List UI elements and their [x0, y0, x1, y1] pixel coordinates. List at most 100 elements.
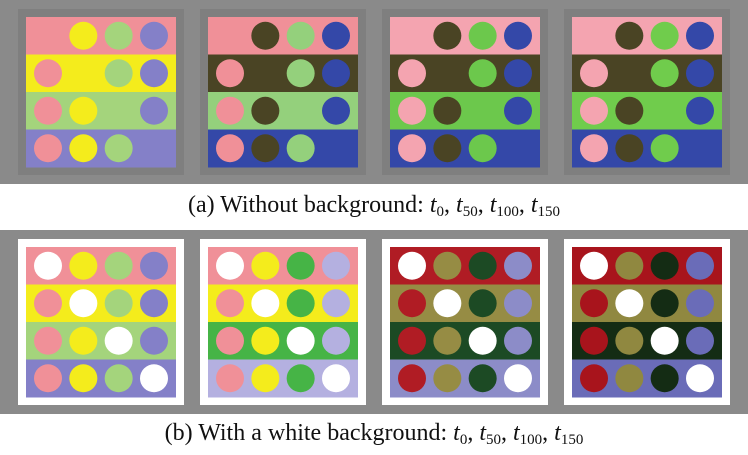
- figure-a-panel-2-circle-0-2: [504, 21, 532, 50]
- figure-a-panel-1-circle-0-2: [322, 21, 350, 50]
- figure-a-panel-0-circle-2-2: [140, 96, 168, 125]
- figure-a-panel-1-circle-0-1: [286, 21, 315, 50]
- figure-b-panel-2-circle-2-3: [504, 326, 532, 355]
- figure-b-panel-0-circle-0-3: [140, 251, 168, 280]
- figure-a-panel-0-circle-3-1: [69, 134, 98, 163]
- figure-b-panel-2-circle-3-0: [398, 364, 426, 393]
- figure-b-panel-3-circle-1-2: [650, 289, 679, 318]
- figure-b-panel-2-circle-2-2: [468, 326, 497, 355]
- figure-a-panel-1-circle-0-0: [251, 21, 280, 50]
- figure-b-panel-0-circle-0-0: [34, 251, 62, 280]
- figure-b-panel-3-circle-2-1: [615, 326, 644, 355]
- figure-b-panel-1-circle-3-2: [286, 364, 315, 393]
- figure-b-panel-0-circle-2-3: [140, 326, 168, 355]
- figure-b-panel-t0: [18, 239, 184, 405]
- figure-a-panel-2-circle-1-1: [468, 59, 497, 88]
- figure-b-panel-t150: [564, 239, 730, 405]
- figure-b-panel-1-circle-3-3: [322, 364, 350, 393]
- figure-a-panel-1-circle-2-1: [251, 96, 280, 125]
- figure-b-panel-3-circle-0-0: [580, 251, 608, 280]
- figure-b-panel-3-circle-1-1: [615, 289, 644, 318]
- figure-b-panel-0-circle-0-2: [104, 251, 133, 280]
- figure-b-panel-2-circle-1-1: [433, 289, 462, 318]
- figure-a-panel-3-circle-0-1: [650, 21, 679, 50]
- figure-a-panel-2-circle-0-1: [468, 21, 497, 50]
- figure-a-panel-2-circle-3-2: [468, 134, 497, 163]
- figure-a-panel-1-circle-2-2: [322, 96, 350, 125]
- figure-b-panel-1-circle-2-1: [251, 326, 280, 355]
- figure-b-panel-2-circle-3-3: [504, 364, 532, 393]
- figure-a-panel-0-circle-0-0: [69, 21, 98, 50]
- figure-a-row: [0, 0, 748, 184]
- figure-b-panel-2-circle-0-0: [398, 251, 426, 280]
- figure-a-panel-3-circle-1-0: [580, 59, 608, 88]
- figure-b-panel-3-circle-2-2: [650, 326, 679, 355]
- figure-a-panel-2-circle-2-0: [398, 96, 426, 125]
- figure-a-panel-3-circle-1-1: [650, 59, 679, 88]
- figure-a-panel-1-circle-1-2: [322, 59, 350, 88]
- figure-b-panel-1-graphic: [200, 239, 366, 405]
- figure-a-panel-t150: [564, 9, 730, 175]
- figure-b-panel-2-circle-2-1: [433, 326, 462, 355]
- figure-b-panel-3-circle-1-3: [686, 289, 714, 318]
- figure-b-panel-1-circle-1-2: [286, 289, 315, 318]
- figure-a-panel-3-circle-3-1: [615, 134, 644, 163]
- figure-a-panel-2-graphic: [382, 9, 548, 175]
- figure-b-panel-1-circle-3-0: [216, 364, 244, 393]
- figure-a-panel-t0: [18, 9, 184, 175]
- figure-b-panel-2-circle-0-2: [468, 251, 497, 280]
- figure-a-panel-3-circle-1-2: [686, 59, 714, 88]
- figure-a-panel-0-circle-1-2: [140, 59, 168, 88]
- figure-a-panel-3-circle-2-2: [686, 96, 714, 125]
- figure-a-panel-1-graphic: [200, 9, 366, 175]
- figure-a-panel-1-circle-3-2: [286, 134, 315, 163]
- figure-a-panel-2-circle-3-1: [433, 134, 462, 163]
- figure-a-panel-0-graphic: [18, 9, 184, 175]
- figure-b-panel-0-graphic: [18, 239, 184, 405]
- figure-a-panel-3-circle-2-1: [615, 96, 644, 125]
- figure-b-panel-2-circle-3-1: [433, 364, 462, 393]
- figure-b-panel-3-circle-3-3: [686, 364, 714, 393]
- figure-b-panel-0-circle-3-2: [104, 364, 133, 393]
- figure-b-panel-3-circle-3-1: [615, 364, 644, 393]
- figure-a-panel-3-circle-0-2: [686, 21, 714, 50]
- figure-b-panel-2-circle-0-3: [504, 251, 532, 280]
- figure-b-panel-t50: [200, 239, 366, 405]
- figure-b-panel-1-circle-0-3: [322, 251, 350, 280]
- figure-b-panel-3-circle-3-2: [650, 364, 679, 393]
- figure-b-panel-2-circle-3-2: [468, 364, 497, 393]
- figure-b-panel-1-circle-0-0: [216, 251, 244, 280]
- figure-b-panel-3-circle-2-0: [580, 326, 608, 355]
- figure-a-panel-0-circle-1-0: [34, 59, 62, 88]
- figure-a-panel-t100: [382, 9, 548, 175]
- figure-a-panel-0-circle-0-1: [104, 21, 133, 50]
- figure-b-panel-0-circle-2-1: [69, 326, 98, 355]
- figure-a-panel-1-circle-1-0: [216, 59, 244, 88]
- figure-b-panel-1-circle-1-3: [322, 289, 350, 318]
- caption-b: (b) With a white background: t0, t50, t1…: [164, 420, 584, 448]
- figure-b-panel-1-circle-0-2: [286, 251, 315, 280]
- figure-a-panel-0-circle-3-0: [34, 134, 62, 163]
- figure-a-panel-2-circle-0-0: [433, 21, 462, 50]
- figure-a-panel-0-circle-2-1: [69, 96, 98, 125]
- figure-b-panel-2-circle-0-1: [433, 251, 462, 280]
- figure-a-panel-3-circle-3-2: [650, 134, 679, 163]
- figure-a-panel-0-circle-0-2: [140, 21, 168, 50]
- figure-b-panel-0-circle-0-1: [69, 251, 98, 280]
- figure-a-panel-2-circle-1-0: [398, 59, 426, 88]
- figure-b-panel-1-circle-2-2: [286, 326, 315, 355]
- figure-a-panel-2-circle-1-2: [504, 59, 532, 88]
- figure-b-row: [0, 230, 748, 414]
- figure-b-panel-3-circle-2-3: [686, 326, 714, 355]
- figure-b-panel-1-circle-1-0: [216, 289, 244, 318]
- figure-a-panel-2-circle-3-0: [398, 134, 426, 163]
- figure-b-panel-0-circle-1-0: [34, 289, 62, 318]
- figure-b-panel-1-circle-3-1: [251, 364, 280, 393]
- figure-b-panel-1-circle-0-1: [251, 251, 280, 280]
- figure-b-panel-3-circle-0-3: [686, 251, 714, 280]
- figure-a-panel-0-circle-3-2: [104, 134, 133, 163]
- figure-b-panel-2-circle-1-2: [468, 289, 497, 318]
- figure-a-panel-1-circle-3-1: [251, 134, 280, 163]
- figure-b-panel-0-circle-2-0: [34, 326, 62, 355]
- figure-b-panel-3-circle-1-0: [580, 289, 608, 318]
